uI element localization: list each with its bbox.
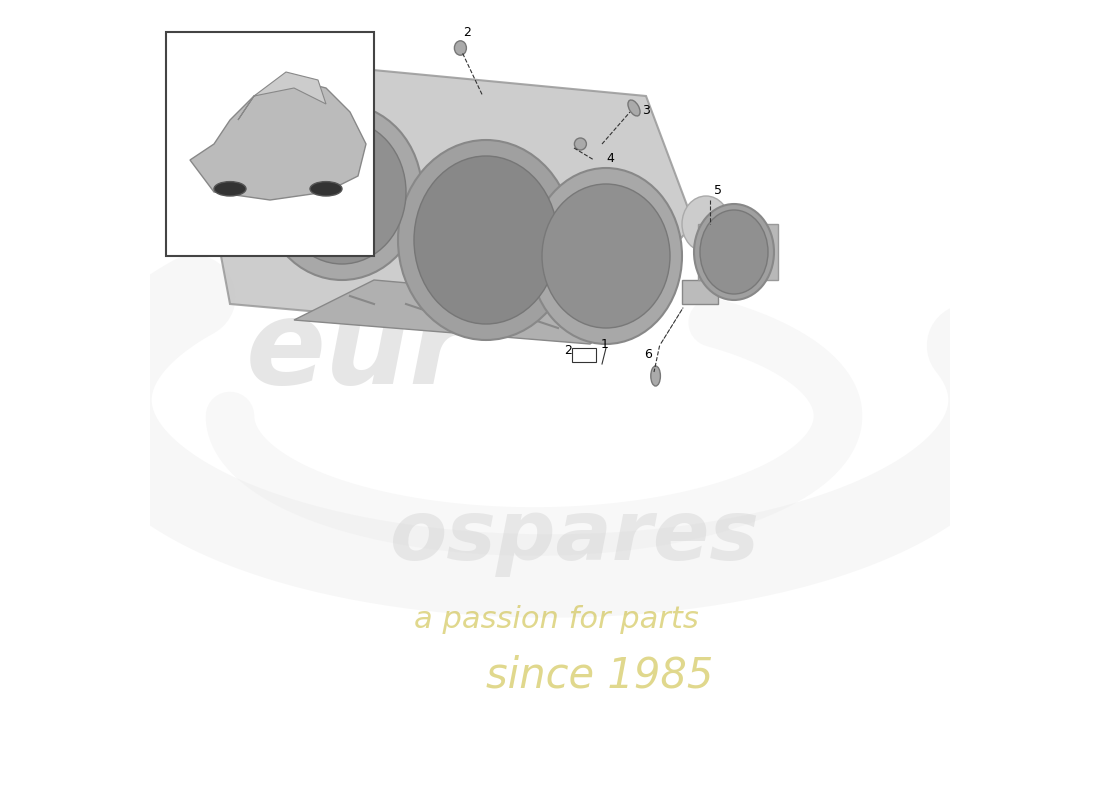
Text: 3: 3	[642, 104, 650, 118]
Bar	[206, 200, 246, 224]
Ellipse shape	[682, 196, 730, 252]
Ellipse shape	[398, 140, 574, 340]
Text: 4: 4	[606, 151, 614, 165]
Ellipse shape	[574, 138, 586, 150]
Text: 1: 1	[601, 338, 608, 351]
Text: ospares: ospares	[390, 496, 760, 577]
Ellipse shape	[530, 168, 682, 344]
Polygon shape	[698, 224, 778, 280]
Bar	[682, 280, 718, 304]
Text: 5: 5	[714, 184, 722, 197]
Polygon shape	[190, 80, 366, 200]
Text: 6: 6	[645, 349, 652, 362]
Ellipse shape	[700, 210, 768, 294]
Bar	[166, 32, 374, 256]
Ellipse shape	[628, 100, 640, 116]
Ellipse shape	[694, 204, 774, 300]
Text: 2: 2	[463, 26, 472, 39]
Ellipse shape	[214, 182, 246, 196]
Ellipse shape	[262, 104, 422, 280]
Polygon shape	[294, 280, 646, 344]
Polygon shape	[206, 64, 694, 336]
Ellipse shape	[651, 366, 660, 386]
Bar	[572, 348, 596, 362]
Ellipse shape	[414, 156, 558, 324]
Ellipse shape	[278, 120, 406, 264]
Ellipse shape	[454, 41, 466, 55]
Ellipse shape	[542, 184, 670, 328]
Text: a passion for parts: a passion for parts	[414, 605, 698, 634]
Polygon shape	[238, 72, 326, 120]
Bar	[206, 156, 238, 176]
Text: eur: eur	[246, 294, 469, 409]
Text: since 1985: since 1985	[486, 655, 714, 697]
Text: 2: 2	[564, 344, 572, 358]
Ellipse shape	[310, 182, 342, 196]
